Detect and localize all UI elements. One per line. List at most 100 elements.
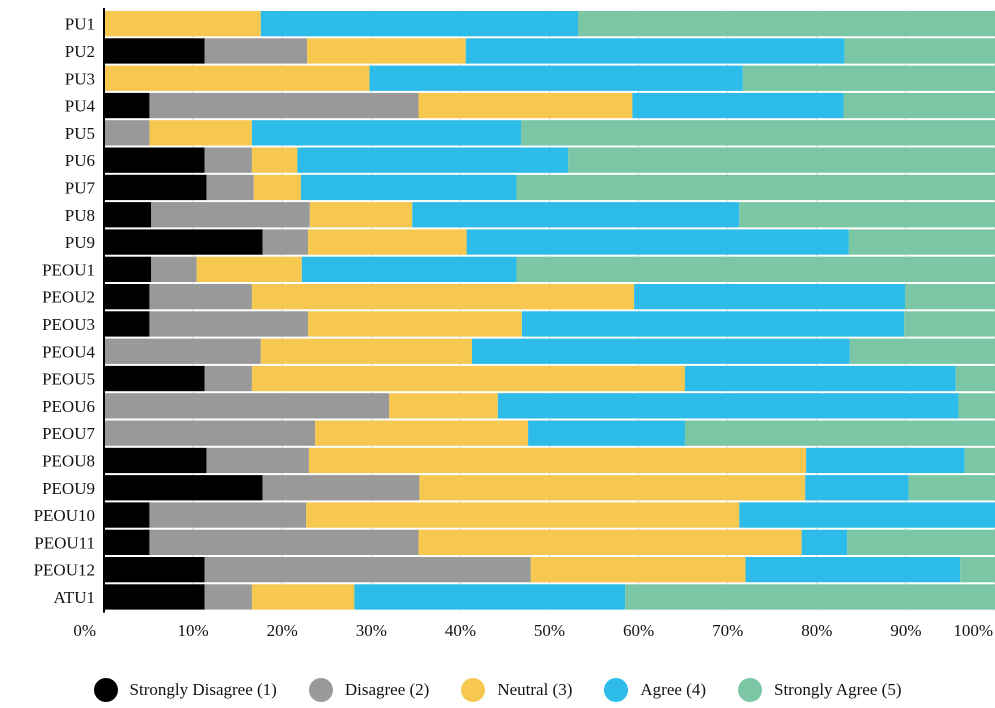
bar-segment	[516, 256, 995, 282]
bar-segment	[204, 584, 252, 610]
legend-swatch	[461, 678, 486, 702]
bar-segment	[516, 174, 995, 201]
bar-segment	[418, 529, 802, 555]
bar-segment	[251, 584, 355, 610]
bar-segment	[104, 529, 150, 555]
bar-segment	[260, 338, 472, 364]
category-label: PEOU8	[42, 451, 95, 470]
bar-segment	[528, 420, 685, 446]
bar-segment	[149, 284, 252, 310]
legend-label: Strongly Agree (5)	[774, 680, 902, 699]
bar-segment	[104, 120, 150, 146]
category-label: PEOU2	[42, 288, 95, 307]
bar-segment	[806, 447, 965, 474]
bar-segment	[262, 229, 309, 255]
legend-item: Strongly Agree (5)	[738, 678, 901, 702]
bar-segment	[844, 38, 995, 64]
bar-segment	[196, 256, 302, 282]
x-tick-labels: 0% 10% 20% 30% 40% 50% 60% 70% 80% 90% 100%	[73, 621, 993, 640]
bar-segment	[904, 311, 995, 337]
bar-segment	[104, 284, 150, 310]
bar-segment	[908, 475, 995, 501]
bar-segment	[149, 502, 307, 528]
bar-segment	[634, 284, 906, 310]
bar-segment	[104, 311, 150, 337]
bar-segment	[847, 529, 995, 555]
bar-segment	[151, 256, 197, 282]
x-tick-label: 40%	[445, 621, 476, 640]
bar-segment	[960, 557, 995, 583]
bars	[104, 11, 995, 610]
bar-segment	[253, 174, 301, 201]
bar-segment	[745, 557, 961, 583]
bar-segment	[104, 38, 205, 64]
bar-segment	[104, 584, 205, 610]
bar-segment	[465, 38, 845, 64]
bar-segment	[306, 502, 740, 528]
bar-segment	[315, 420, 529, 446]
bar-segment	[104, 393, 390, 419]
bar-segment	[104, 65, 370, 91]
category-label: PEOU12	[34, 561, 95, 580]
bar-segment	[149, 92, 419, 119]
category-label: PU9	[65, 233, 95, 252]
bar-segment	[632, 92, 844, 119]
category-label: PU3	[65, 69, 95, 88]
bar-segment	[149, 529, 419, 555]
bar-segment	[568, 147, 995, 173]
bar-segment	[309, 202, 413, 228]
category-label: PU6	[65, 151, 95, 170]
bar-segment	[684, 420, 995, 446]
legend-swatch	[604, 678, 629, 702]
x-tick-label: 100%	[953, 621, 993, 640]
bar-segment	[958, 393, 995, 419]
bar-segment	[354, 584, 626, 610]
bar-segment	[412, 202, 740, 228]
x-tick-label: 60%	[623, 621, 654, 640]
bar-segment	[848, 229, 995, 255]
category-label: PEOU10	[34, 506, 95, 525]
bar-segment	[905, 284, 995, 310]
bar-segment	[104, 420, 316, 446]
bar-segment	[104, 475, 263, 501]
bar-segment	[308, 311, 522, 337]
category-label: PU5	[65, 124, 95, 143]
category-label: PEOU6	[42, 397, 95, 416]
category-label: PEOU9	[42, 479, 95, 498]
bar-segment	[308, 229, 467, 255]
bar-segment	[389, 393, 498, 419]
bar-segment	[251, 120, 521, 146]
x-tick-label: 50%	[534, 621, 565, 640]
bar-segment	[251, 365, 685, 392]
bar-segment	[104, 365, 205, 392]
category-label: PU7	[65, 178, 96, 197]
bar-segment	[418, 92, 633, 119]
bar-segment	[204, 38, 308, 64]
bar-segment	[149, 120, 252, 146]
bar-segment	[206, 447, 309, 474]
category-label: PU2	[65, 42, 95, 61]
legend: Strongly Disagree (1) Disagree (2) Neutral…	[0, 672, 995, 708]
bar-segment	[149, 311, 309, 337]
bar-segment	[104, 11, 261, 37]
bar-segment	[849, 338, 995, 364]
bar-segment	[742, 65, 995, 91]
bar-segment	[104, 447, 207, 474]
legend-item: Neutral (3)	[461, 678, 572, 702]
bar-segment	[466, 229, 849, 255]
bar-segment	[251, 147, 298, 173]
legend-swatch	[738, 678, 762, 702]
bar-segment	[204, 365, 252, 392]
bar-segment	[843, 92, 995, 119]
bar-segment	[104, 92, 150, 119]
bar-segment	[955, 365, 995, 392]
bar-segment	[204, 147, 252, 173]
x-tick-label: 90%	[890, 621, 921, 640]
bar-segment	[104, 338, 261, 364]
x-tick-label: 0%	[73, 621, 96, 640]
bar-segment	[739, 502, 995, 528]
bar-segment	[578, 11, 995, 37]
bar-segment	[104, 202, 152, 228]
legend-item: Strongly Disagree (1)	[93, 678, 277, 702]
category-labels: PU1 PU2 PU3 PU4 PU5 PU6 PU7 PU8 PU9 PEOU1 PEOU2 PEO…	[34, 15, 96, 607]
